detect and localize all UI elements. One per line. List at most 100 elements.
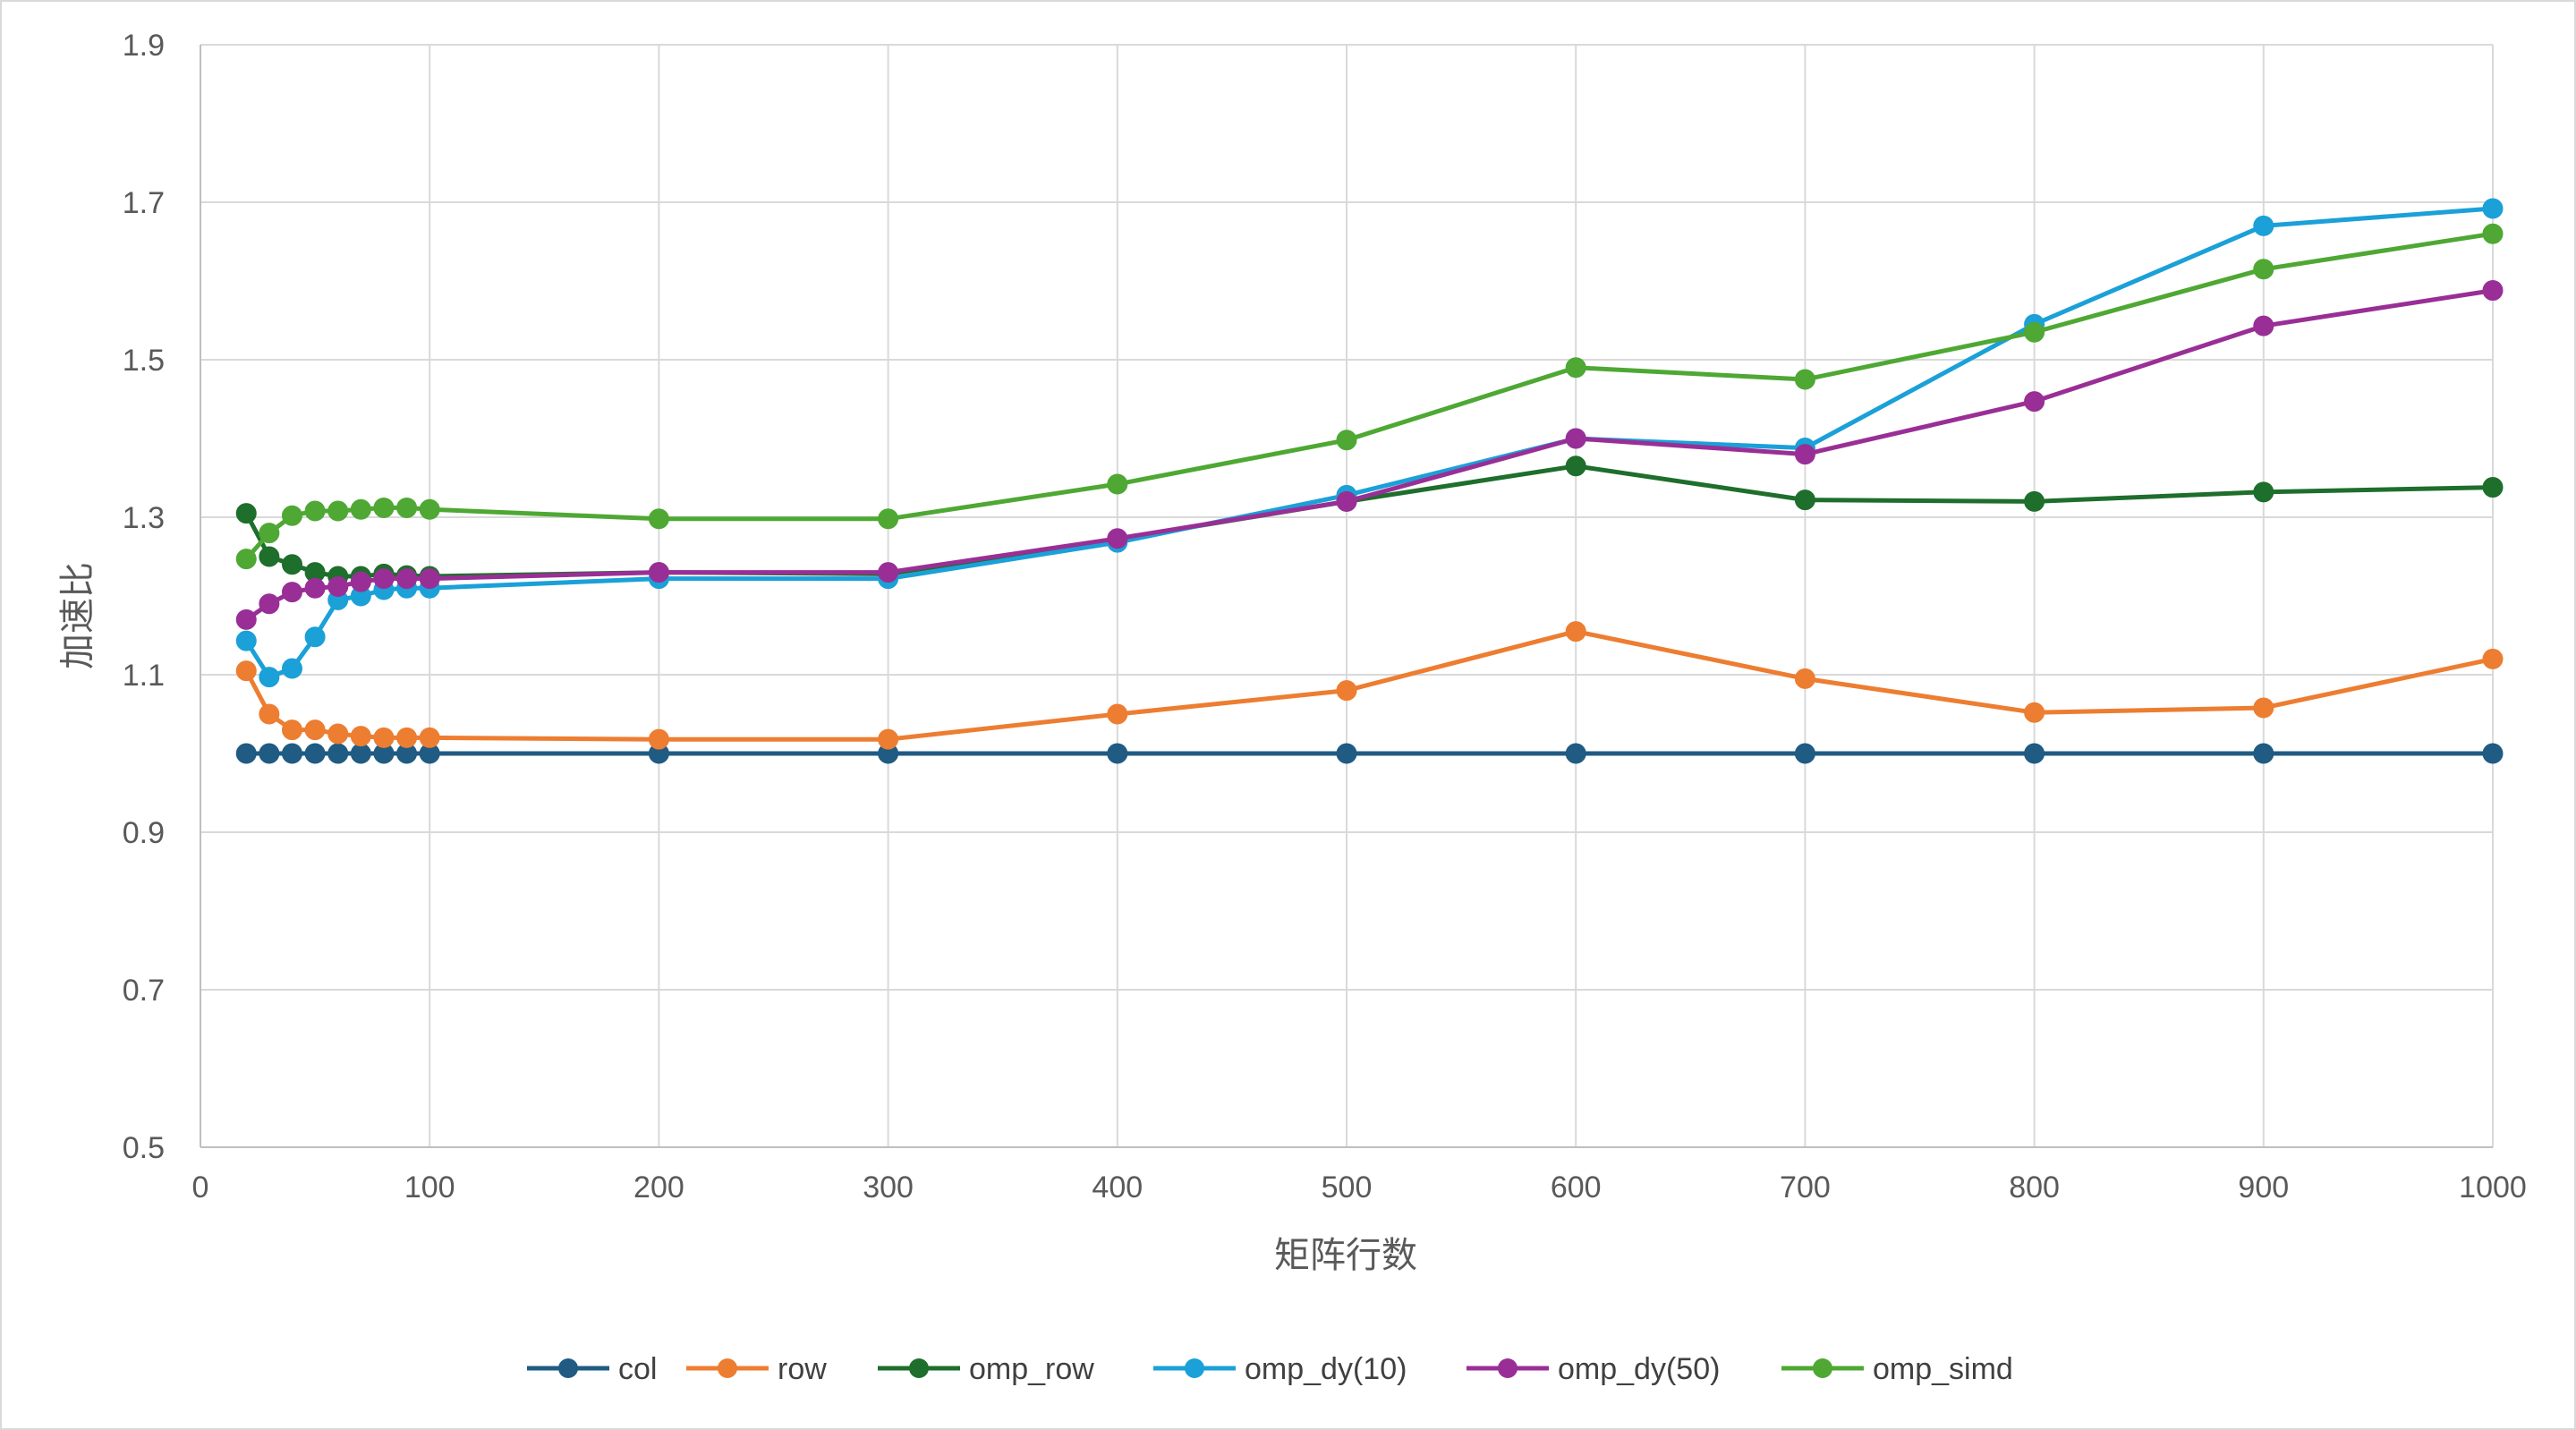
data-point-row bbox=[648, 728, 669, 750]
y-tick-label: 0.7 bbox=[123, 974, 165, 1008]
data-point-row bbox=[373, 727, 395, 748]
legend-swatch-marker bbox=[909, 1358, 929, 1378]
data-point-omp-dy-50 bbox=[327, 575, 349, 597]
data-point-omp-dy-50 bbox=[235, 609, 257, 630]
data-point-omp-dy-50 bbox=[2482, 280, 2504, 302]
data-point-omp-row bbox=[1794, 489, 1815, 511]
data-point-omp-simd bbox=[1107, 473, 1128, 495]
data-point-row bbox=[2024, 702, 2045, 723]
data-point-col bbox=[259, 743, 280, 764]
data-point-omp-dy-50 bbox=[350, 571, 371, 592]
data-point-omp-dy-50 bbox=[2024, 391, 2045, 413]
data-point-omp-dy-50 bbox=[1336, 490, 1357, 512]
data-point-omp-simd bbox=[235, 549, 257, 570]
data-point-row bbox=[304, 719, 326, 741]
data-point-omp-simd bbox=[281, 505, 302, 526]
data-point-row bbox=[419, 727, 440, 748]
data-point-omp-simd bbox=[396, 497, 418, 518]
legend: col row omp_row omp_dy(10) omp_dy(50) omp_sim… bbox=[527, 1352, 2013, 1386]
data-point-omp-row bbox=[259, 546, 280, 567]
data-point-row bbox=[1565, 621, 1586, 643]
x-tick-label: 100 bbox=[404, 1170, 455, 1204]
series-group bbox=[235, 198, 2504, 764]
data-point-omp-simd bbox=[2253, 259, 2274, 280]
data-point-omp-dy-50 bbox=[259, 593, 280, 615]
legend-swatch-marker bbox=[1498, 1358, 1518, 1378]
data-point-col bbox=[327, 743, 349, 764]
data-point-row bbox=[350, 726, 371, 747]
series-col bbox=[235, 743, 2504, 764]
data-point-omp-simd bbox=[304, 500, 326, 522]
data-point-row bbox=[1107, 703, 1128, 725]
data-point-omp-dy-50 bbox=[648, 562, 669, 583]
x-tick-label: 1000 bbox=[2459, 1170, 2527, 1204]
data-point-omp-dy-10 bbox=[281, 658, 302, 679]
data-point-col bbox=[2482, 743, 2504, 764]
legend-item-omp-simd: omp_simd bbox=[1781, 1352, 2013, 1386]
data-point-omp-dy-50 bbox=[396, 568, 418, 590]
data-point-omp-row bbox=[2024, 490, 2045, 512]
x-tick-label: 600 bbox=[1551, 1170, 1602, 1204]
legend-label: omp_row bbox=[969, 1352, 1094, 1386]
legend-label: row bbox=[778, 1352, 827, 1386]
series-omp-dy-50 bbox=[235, 280, 2504, 630]
legend-item-omp-row: omp_row bbox=[878, 1352, 1094, 1386]
x-tick-label: 800 bbox=[2009, 1170, 2060, 1204]
x-tick-label: 0 bbox=[192, 1170, 209, 1204]
y-tick-label: 1.7 bbox=[123, 186, 165, 220]
data-point-omp-row bbox=[1565, 455, 1586, 477]
data-point-row bbox=[259, 703, 280, 725]
data-point-row bbox=[1794, 668, 1815, 689]
data-point-omp-dy-50 bbox=[373, 568, 395, 590]
y-axis-title: 加速比 bbox=[57, 562, 98, 669]
legend-label: omp_simd bbox=[1873, 1352, 2013, 1386]
data-point-omp-dy-10 bbox=[304, 626, 326, 648]
data-point-row bbox=[2253, 697, 2274, 719]
data-point-omp-simd bbox=[2482, 223, 2504, 244]
data-point-omp-dy-50 bbox=[1794, 444, 1815, 465]
x-tick-label: 500 bbox=[1322, 1170, 1373, 1204]
data-point-omp-simd bbox=[1336, 430, 1357, 451]
data-point-omp-simd bbox=[419, 498, 440, 520]
axes bbox=[200, 45, 2493, 1148]
x-tick-label: 400 bbox=[1092, 1170, 1143, 1204]
data-point-col bbox=[235, 743, 257, 764]
data-point-omp-dy-50 bbox=[419, 568, 440, 590]
data-point-col bbox=[1336, 743, 1357, 764]
data-point-omp-simd bbox=[648, 508, 669, 530]
data-point-omp-simd bbox=[327, 500, 349, 522]
data-point-col bbox=[304, 743, 326, 764]
data-point-omp-dy-50 bbox=[878, 562, 899, 583]
data-point-omp-dy-50 bbox=[281, 582, 302, 603]
data-point-row bbox=[235, 660, 257, 682]
legend-label: omp_dy(50) bbox=[1558, 1352, 1720, 1386]
data-point-omp-simd bbox=[373, 497, 395, 518]
data-point-col bbox=[2024, 743, 2045, 764]
data-point-omp-simd bbox=[259, 523, 280, 544]
data-point-col bbox=[2253, 743, 2274, 764]
data-point-row bbox=[2482, 648, 2504, 669]
data-point-omp-row bbox=[2253, 481, 2274, 503]
y-tick-label: 0.5 bbox=[123, 1131, 165, 1165]
legend-label: omp_dy(10) bbox=[1245, 1352, 1407, 1386]
data-point-col bbox=[1565, 743, 1586, 764]
legend-item-omp-dy-50: omp_dy(50) bbox=[1467, 1352, 1720, 1386]
data-point-omp-dy-10 bbox=[235, 630, 257, 651]
legend-label: col bbox=[618, 1352, 657, 1386]
legend-swatch-marker bbox=[1813, 1358, 1832, 1378]
legend-item-col: col bbox=[527, 1352, 657, 1386]
data-point-omp-dy-10 bbox=[259, 667, 280, 688]
x-tick-label: 200 bbox=[633, 1170, 684, 1204]
x-tick-label: 300 bbox=[863, 1170, 914, 1204]
data-point-omp-dy-50 bbox=[1107, 528, 1128, 549]
data-point-omp-row bbox=[2482, 477, 2504, 498]
data-point-row bbox=[878, 728, 899, 750]
data-point-col bbox=[350, 743, 371, 764]
data-point-omp-simd bbox=[1565, 357, 1586, 379]
data-point-omp-simd bbox=[2024, 321, 2045, 343]
data-point-omp-row bbox=[281, 554, 302, 575]
series-row bbox=[235, 621, 2504, 750]
